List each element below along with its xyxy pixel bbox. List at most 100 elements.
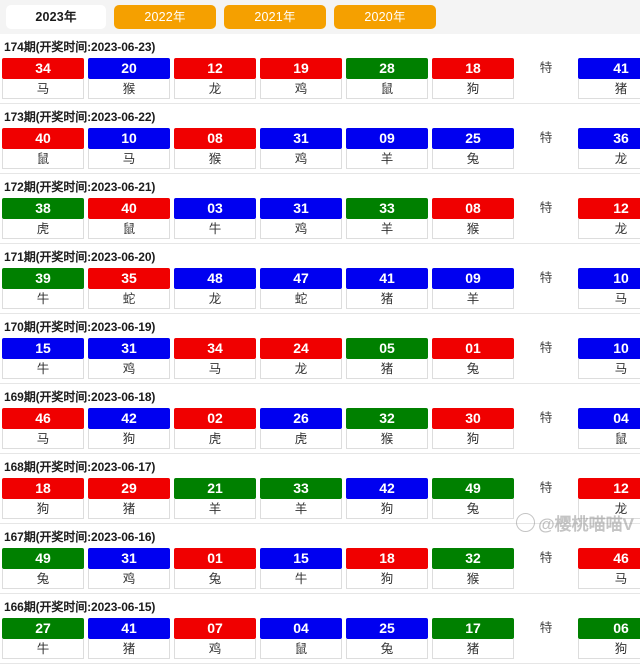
- draw-title: 167期(开奖时间:2023-06-16): [0, 524, 640, 548]
- ball-number: 41: [88, 618, 170, 639]
- ball-number: 42: [88, 408, 170, 429]
- ball-zodiac: 羊: [432, 289, 514, 309]
- ball-zodiac: 鸡: [88, 359, 170, 379]
- ball-zodiac: 牛: [2, 639, 84, 659]
- ball-zodiac: 猴: [432, 569, 514, 589]
- ball-number: 31: [260, 198, 342, 219]
- ball-number: 24: [260, 338, 342, 359]
- ball-number: 31: [260, 128, 342, 149]
- ball-zodiac: 虎: [260, 429, 342, 449]
- ball-number: 38: [2, 198, 84, 219]
- draw-title: 166期(开奖时间:2023-06-15): [0, 594, 640, 618]
- ball-zodiac: 龙: [174, 289, 256, 309]
- ball-number: 17: [432, 618, 514, 639]
- ball-number: 18: [346, 548, 428, 569]
- special-ball-zodiac: 鼠: [578, 429, 640, 449]
- draw-title: 169期(开奖时间:2023-06-18): [0, 384, 640, 408]
- ball-number: 18: [2, 478, 84, 499]
- ball-zodiac: 羊: [346, 149, 428, 169]
- ball-zodiac: 蛇: [88, 289, 170, 309]
- ball-zodiac: 兔: [432, 359, 514, 379]
- ball-zodiac: 猴: [88, 79, 170, 99]
- ball-zodiac: 龙: [260, 359, 342, 379]
- ball-zodiac: 虎: [2, 219, 84, 239]
- ball-number: 12: [174, 58, 256, 79]
- ball-number: 40: [2, 128, 84, 149]
- ball-zodiac: 鼠: [260, 639, 342, 659]
- ball-zodiac: 狗: [346, 569, 428, 589]
- ball-number: 18: [432, 58, 514, 79]
- ball-number: 15: [2, 338, 84, 359]
- tab-year-2022[interactable]: 2022年: [114, 5, 216, 29]
- draw-title: 168期(开奖时间:2023-06-17): [0, 454, 640, 478]
- ball-zodiac: 猪: [346, 359, 428, 379]
- ball-number: 32: [346, 408, 428, 429]
- special-ball-zodiac: 猪: [578, 79, 640, 99]
- ball-number: 27: [2, 618, 84, 639]
- ball-number: 42: [346, 478, 428, 499]
- ball-zodiac: 羊: [346, 219, 428, 239]
- tab-year-2023[interactable]: 2023年: [6, 5, 106, 29]
- special-label: 特: [518, 128, 574, 149]
- ball-number: 09: [432, 268, 514, 289]
- tab-year-2021[interactable]: 2021年: [224, 5, 326, 29]
- special-ball-zodiac: 马: [578, 569, 640, 589]
- ball-number: 21: [174, 478, 256, 499]
- tab-year-2020[interactable]: 2020年: [334, 5, 436, 29]
- special-label: 特: [518, 198, 574, 219]
- ball-zodiac: 鼠: [2, 149, 84, 169]
- special-ball-number: 46: [578, 548, 640, 569]
- ball-number: 35: [88, 268, 170, 289]
- special-ball-number: 36: [578, 128, 640, 149]
- ball-number: 08: [174, 128, 256, 149]
- ball-number: 04: [260, 618, 342, 639]
- ball-number: 41: [346, 268, 428, 289]
- ball-zodiac: 马: [2, 429, 84, 449]
- special-ball-zodiac: 马: [578, 289, 640, 309]
- special-ball-zodiac: 龙: [578, 499, 640, 519]
- ball-number: 19: [260, 58, 342, 79]
- ball-number: 33: [346, 198, 428, 219]
- ball-number: 34: [2, 58, 84, 79]
- ball-number: 31: [88, 338, 170, 359]
- ball-number: 08: [432, 198, 514, 219]
